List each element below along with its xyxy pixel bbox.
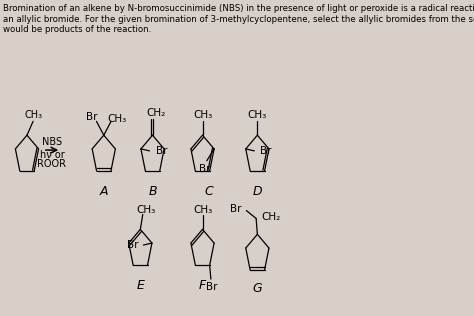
Text: Br: Br: [127, 240, 138, 250]
Text: E: E: [137, 279, 144, 292]
Text: CH₃: CH₃: [108, 114, 127, 124]
Text: hν or: hν or: [40, 150, 64, 160]
Text: Br: Br: [260, 146, 271, 156]
Text: A: A: [100, 185, 108, 198]
Text: D: D: [253, 185, 262, 198]
Text: CH₃: CH₃: [248, 110, 267, 120]
Text: C: C: [204, 185, 213, 198]
Text: Br: Br: [155, 146, 167, 156]
Text: Br: Br: [199, 164, 210, 174]
Text: Bromination of an alkene by N-bromosuccinimide (NBS) in the presence of light or: Bromination of an alkene by N-bromosucci…: [3, 4, 474, 34]
Text: CH₃: CH₃: [24, 110, 42, 120]
Text: CH₃: CH₃: [193, 110, 212, 120]
Text: CH₃: CH₃: [137, 204, 156, 215]
Text: ROOR: ROOR: [37, 159, 66, 169]
Text: CH₂: CH₂: [262, 212, 281, 222]
Text: B: B: [148, 185, 157, 198]
Text: F: F: [199, 279, 206, 292]
Text: Br: Br: [230, 204, 242, 214]
Text: CH₂: CH₂: [146, 108, 165, 118]
Text: G: G: [253, 282, 262, 295]
Text: NBS: NBS: [42, 137, 62, 147]
Text: CH₃: CH₃: [193, 204, 212, 215]
Text: Br: Br: [206, 282, 218, 292]
Text: Br: Br: [86, 112, 97, 122]
